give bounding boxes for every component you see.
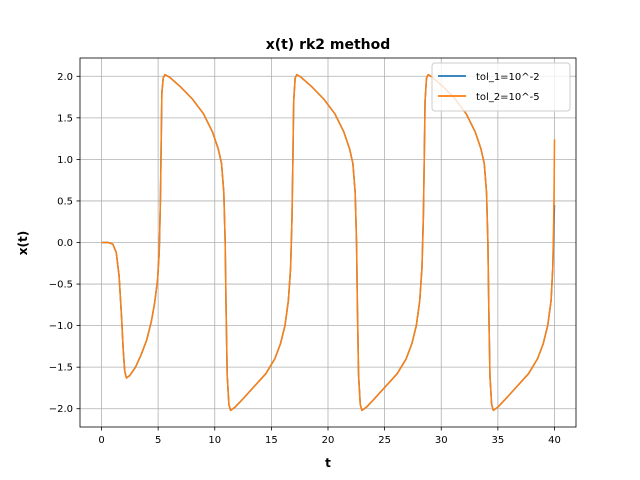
y-tick-label: −2.0 <box>49 404 73 415</box>
x-tick-label: 0 <box>98 435 104 446</box>
y-tick-label: 0.5 <box>57 196 73 207</box>
y-tick-label: −0.5 <box>49 280 73 291</box>
y-tick-label: 1.0 <box>57 155 73 166</box>
legend: tol_1=10^-2 tol_2=10^-5 <box>431 62 571 112</box>
y-tick-label: 1.5 <box>57 113 73 124</box>
x-tick-label: 30 <box>435 435 448 446</box>
x-tick-label: 5 <box>155 435 161 446</box>
chart-title: x(t) rk2 method <box>266 37 391 53</box>
x-tick-label: 15 <box>265 435 278 446</box>
y-tick-label: 0.0 <box>57 238 73 249</box>
legend-label-2: tol_2=10^-5 <box>476 92 540 103</box>
x-tick-label: 20 <box>322 435 335 446</box>
x-tick-label: 35 <box>491 435 504 446</box>
y-tick-label: −1.0 <box>49 321 73 332</box>
x-tick-label: 10 <box>208 435 221 446</box>
y-tick-label: 2.0 <box>57 72 73 83</box>
x-tick-label: 40 <box>548 435 561 446</box>
series-line-2 <box>101 73 556 412</box>
legend-label-1: tol_1=10^-2 <box>476 72 540 83</box>
x-tick-label: 25 <box>378 435 391 446</box>
legend-box <box>431 62 571 112</box>
x-axis-title: t <box>325 456 331 470</box>
y-tick-label: −1.5 <box>49 363 73 374</box>
plot-area: 0 5 10 15 20 25 30 35 40 −2.0 −1.5 −1.0 −0.5 0.0 0.5 1.… <box>49 57 577 446</box>
y-axis-title: x(t) <box>16 231 30 255</box>
